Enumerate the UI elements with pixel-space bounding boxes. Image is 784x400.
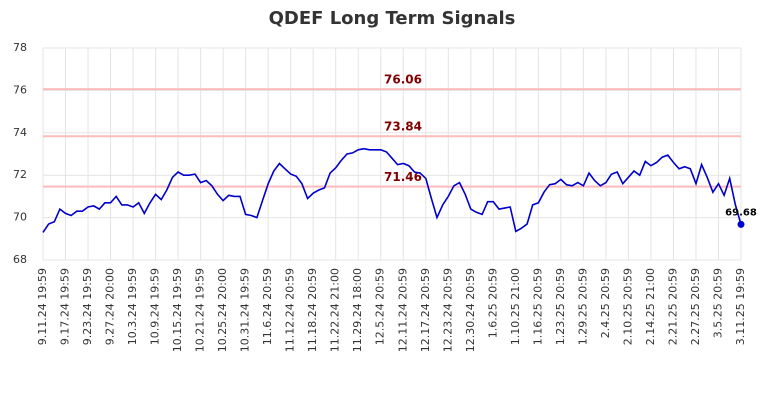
x-tick-label: 2.14.25 21:00 [644,268,657,345]
x-tick-label: 2.10.25 20:59 [621,268,634,345]
last-value-label: 69.68 [725,207,757,218]
x-tick-label: 2.21.25 20:59 [666,268,679,345]
x-tick-label: 9.27.24 20:00 [104,268,117,345]
x-tick-label: 1.6.25 20:59 [486,268,499,338]
x-tick-label: 9.17.24 19:59 [59,268,72,345]
x-tick-label: 10.9.24 19:59 [149,268,162,345]
x-tick-label: 11.12.24 20:59 [284,268,297,352]
reference-label: 73.84 [384,120,422,134]
x-tick-label: 1.23.25 20:59 [554,268,567,345]
x-tick-label: 12.5.24 20:59 [374,268,387,345]
y-tick-label: 76 [13,83,27,96]
x-tick-label: 2.4.25 20:59 [599,268,612,338]
x-tick-label: 9.23.24 19:59 [81,268,94,345]
y-tick-label: 78 [13,41,27,54]
x-tick-label: 9.11.24 19:59 [36,268,49,345]
y-tick-label: 68 [13,253,27,266]
x-tick-label: 11.29.24 18:00 [351,268,364,352]
x-tick-label: 3.5.25 20:59 [711,268,724,338]
x-tick-label: 11.22.24 21:00 [329,268,342,352]
data-line [42,147,742,233]
x-tick-label: 12.17.24 20:59 [419,268,432,352]
chart-title: QDEF Long Term Signals [269,8,516,29]
x-tick-label: 10.31.24 19:59 [239,268,252,352]
x-tick-label: 1.10.25 21:00 [509,268,522,345]
x-tick-label: 2.27.25 20:59 [689,268,702,345]
x-tick-label: 10.25.24 20:00 [216,268,229,352]
x-tick-label: 11.6.24 20:59 [261,268,274,345]
x-tick-label: 1.16.25 20:59 [531,268,544,345]
x-tick-label: 10.15.24 19:59 [171,268,184,352]
x-tick-label: 12.23.24 20:59 [441,268,454,352]
x-tick-label: 10.21.24 19:59 [194,268,207,352]
x-tick-label: 10.3.24 19:59 [126,268,139,345]
last-point [737,220,745,228]
reference-label: 71.46 [384,170,422,184]
y-tick-label: 74 [13,126,27,139]
y-tick-label: 70 [13,211,27,224]
x-tick-label: 12.30.24 20:59 [464,268,477,352]
x-tick-label: 11.18.24 20:59 [306,268,319,352]
y-tick-label: 72 [13,168,27,181]
x-tick-label: 1.29.25 20:59 [576,268,589,345]
reference-label: 76.06 [384,73,422,87]
x-tick-label: 3.11.25 19:59 [734,268,747,345]
x-tick-label: 12.11.24 20:59 [396,268,409,352]
